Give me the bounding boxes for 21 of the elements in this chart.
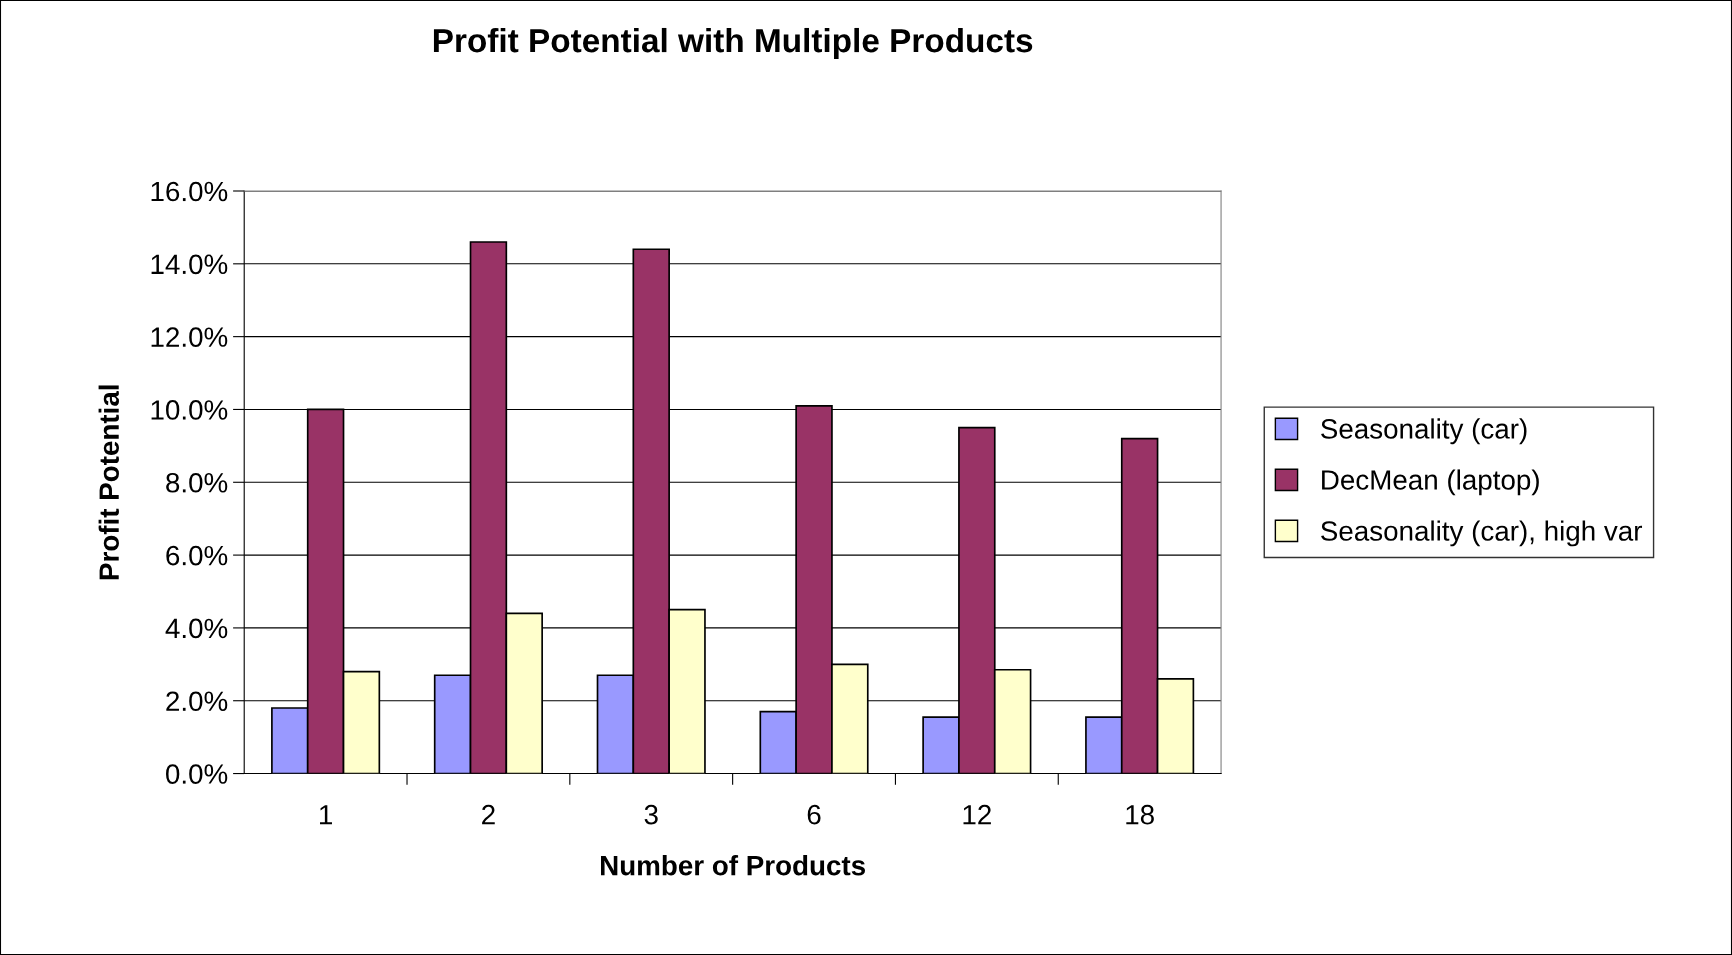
legend-label: Seasonality (car), high var xyxy=(1321,520,1643,547)
x-tick-label: 3 xyxy=(644,804,658,825)
y-tick-label: 10.0% xyxy=(151,400,228,420)
y-tick-label: 2.0% xyxy=(166,691,228,712)
x-tick-label: 6 xyxy=(807,804,821,825)
y-tick-label: 12.0% xyxy=(151,327,228,347)
chart-title: Profit Potential with Multiple Products xyxy=(433,27,1033,60)
y-tick-label: 16.0% xyxy=(151,181,228,202)
y-tick-label: 0.0% xyxy=(166,764,228,784)
y-tick-label: 6.0% xyxy=(166,545,228,566)
x-tick-label: 2 xyxy=(482,804,495,825)
legend-label: Seasonality (car) xyxy=(1321,418,1527,445)
y-tick-label: 8.0% xyxy=(166,472,228,493)
x-axis-title: Number of Products xyxy=(601,855,865,876)
x-tick-label: 18 xyxy=(1126,804,1154,825)
legend-label: DecMean (laptop) xyxy=(1322,469,1539,496)
x-tick-label: 12 xyxy=(963,804,991,825)
x-tick-label: 1 xyxy=(320,805,332,825)
y-tick-label: 4.0% xyxy=(165,618,228,639)
y-axis-title: Profit Potential xyxy=(98,385,119,580)
y-tick-label: 14.0% xyxy=(151,254,228,275)
